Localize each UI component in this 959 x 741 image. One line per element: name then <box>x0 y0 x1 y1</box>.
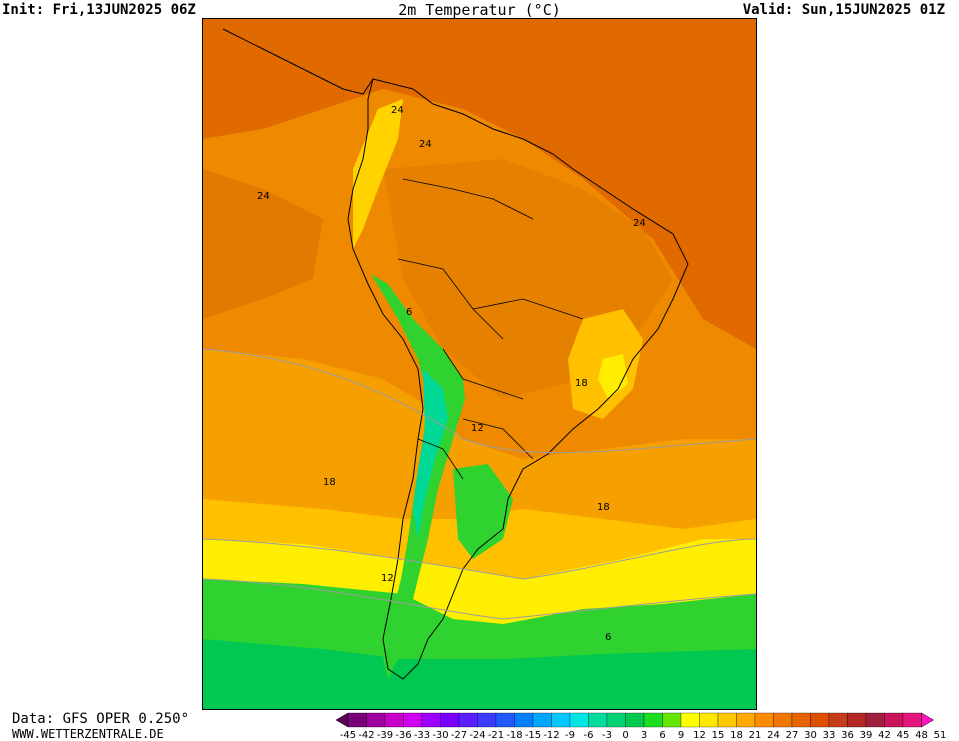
legend-swatch <box>495 712 515 728</box>
legend-tick-label: 9 <box>678 730 684 741</box>
legend-swatch <box>736 712 756 728</box>
website-label: WWW.WETTERZENTRALE.DE <box>12 727 164 741</box>
legend-tick-label: 24 <box>767 730 780 741</box>
andes-high-peaks <box>413 369 448 539</box>
legend-swatch <box>754 712 774 728</box>
legend-swatch <box>717 712 737 728</box>
legend-tick-label: -3 <box>602 730 612 741</box>
legend-tick-label: -18 <box>506 730 522 741</box>
legend-swatch <box>384 712 404 728</box>
legend-swatch <box>865 712 885 728</box>
legend-tick-label: 0 <box>622 730 628 741</box>
legend-tick-label: -39 <box>377 730 393 741</box>
legend-tick-label: 15 <box>712 730 725 741</box>
patagonia-plateau <box>453 464 513 559</box>
data-source-label: Data: GFS OPER 0.250° <box>12 711 190 727</box>
legend-tick-label: 18 <box>730 730 743 741</box>
legend-tick-label: 45 <box>897 730 910 741</box>
legend-tick-label: -15 <box>525 730 541 741</box>
legend-tick-label: -45 <box>340 730 356 741</box>
contour-label: 18 <box>575 378 588 389</box>
legend-tick-label: 30 <box>804 730 817 741</box>
legend-tick-label: -24 <box>469 730 485 741</box>
legend-swatch <box>902 712 922 728</box>
init-time-label: Init: Fri,13JUN2025 06Z <box>2 2 196 18</box>
legend-swatch <box>458 712 478 728</box>
legend-swatch <box>569 712 589 728</box>
legend-swatch <box>828 712 848 728</box>
contour-label: 24 <box>633 218 646 229</box>
brazil-highlands-core <box>598 354 628 399</box>
contour-label: 12 <box>381 573 394 584</box>
legend-swatch <box>440 712 460 728</box>
hot-region-pacific <box>203 169 323 319</box>
legend-swatch <box>884 712 904 728</box>
legend-tick-label: -30 <box>432 730 448 741</box>
contour-label: 12 <box>471 423 484 434</box>
legend-swatch <box>662 712 682 728</box>
legend-swatch <box>588 712 608 728</box>
legend-swatch <box>366 712 386 728</box>
legend-tick-label: 51 <box>934 730 947 741</box>
legend-tick-label: -42 <box>358 730 374 741</box>
temperature-map: 24 24 24 24 6 18 12 18 18 12 6 <box>202 18 757 710</box>
contour-label: 24 <box>419 139 432 150</box>
legend-tick-label: 27 <box>786 730 799 741</box>
legend-tick-label: 6 <box>659 730 665 741</box>
legend-tick-label: -9 <box>565 730 575 741</box>
legend-tick-label: 39 <box>860 730 873 741</box>
central-america-outline <box>222 28 374 95</box>
contour-label: 6 <box>406 307 412 318</box>
contour-label: 18 <box>323 477 336 488</box>
legend-tick-label: -6 <box>584 730 594 741</box>
country-borders <box>397 178 584 480</box>
legend-tick-label: 33 <box>823 730 836 741</box>
legend-swatch <box>791 712 811 728</box>
legend-tick-label: 21 <box>749 730 762 741</box>
contour-label: 24 <box>257 191 270 202</box>
legend-tick-label: 48 <box>915 730 928 741</box>
legend-tick-label: -12 <box>543 730 559 741</box>
contour-12 <box>203 538 756 580</box>
legend-tick-label: 3 <box>641 730 647 741</box>
contour-label: 6 <box>605 632 611 643</box>
legend-swatch <box>403 712 423 728</box>
legend-tick-label: -33 <box>414 730 430 741</box>
legend-tick-label: -36 <box>395 730 411 741</box>
contour-label: 24 <box>391 105 404 116</box>
northern-andes <box>353 99 403 249</box>
legend-arrow-right <box>921 712 934 728</box>
map-canvas: 24 24 24 24 6 18 12 18 18 12 6 <box>203 19 756 709</box>
legend-arrow-left <box>335 712 349 728</box>
legend-swatch <box>347 712 367 728</box>
dark-green-band <box>203 639 756 709</box>
valid-time-label: Valid: Sun,15JUN2025 01Z <box>742 2 945 18</box>
contour-18 <box>203 348 756 454</box>
legend-tick-label: 12 <box>693 730 706 741</box>
legend-swatch <box>773 712 793 728</box>
legend-tick-label: 42 <box>878 730 891 741</box>
legend-swatch <box>514 712 534 728</box>
legend-swatch <box>680 712 700 728</box>
legend-swatch <box>810 712 830 728</box>
legend-tick-label: -27 <box>451 730 467 741</box>
contour-label: 18 <box>597 502 610 513</box>
contour-6 <box>203 578 756 620</box>
continent-outline <box>347 78 689 680</box>
legend-tick-label: 36 <box>841 730 854 741</box>
legend-swatch <box>551 712 571 728</box>
chart-title: 2m Temperatur (°C) <box>398 1 561 19</box>
legend-tick-label: -21 <box>488 730 504 741</box>
color-legend: -45 -42 -39 -36 -33 -30 -27 -24 -21 -18 -15 -12 -9 -6… <box>335 712 947 741</box>
legend-swatch <box>699 712 719 728</box>
legend-swatch <box>606 712 626 728</box>
hot-region-north <box>203 19 756 349</box>
legend-swatch <box>421 712 441 728</box>
legend-swatch <box>532 712 552 728</box>
legend-swatch <box>477 712 497 728</box>
legend-swatch <box>847 712 867 728</box>
legend-swatch <box>625 712 645 728</box>
legend-swatch <box>643 712 663 728</box>
